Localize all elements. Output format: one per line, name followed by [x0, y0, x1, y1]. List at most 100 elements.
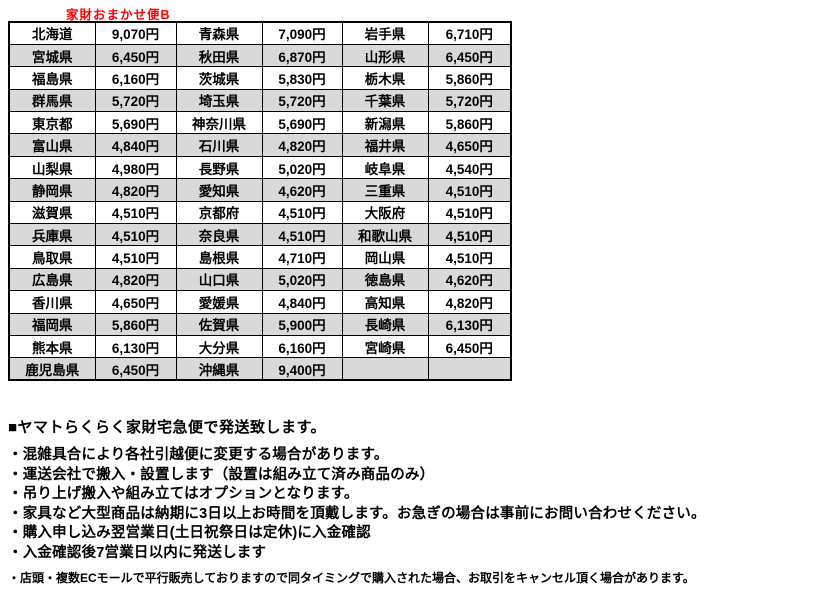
note-line: ・混雑具合により各社引越便に変更する場合があります。	[8, 447, 389, 463]
table-row: 福岡県 5,860円 佐賀県 5,900円 長崎県 6,130円	[8, 312, 512, 336]
price-cell: 5,690円	[261, 111, 343, 135]
table-row: 福島県 6,160円 茨城県 5,830円 栃木県 5,860円	[8, 66, 512, 90]
table-row: 熊本県 6,130円 大分県 6,160円 宮崎県 6,450円	[8, 334, 512, 359]
table-row: 兵庫県 4,510円 奈良県 4,510円 和歌山県 4,510円	[8, 223, 512, 247]
notes-footnote: ・店頭・複数ECモールで平行販売しておりますので同タイミングで購入された場合、お…	[8, 571, 695, 585]
prefecture-cell: 三重県	[341, 178, 429, 202]
prefecture-cell: 栃木県	[341, 66, 429, 90]
price-cell: 5,020円	[261, 267, 343, 292]
price-cell: 4,510円	[427, 223, 512, 247]
note-line: ・家具など大型商品は納期に3日以上お時間を頂戴します。お急ぎの場合は事前にお問い…	[8, 505, 706, 522]
table-row: 鳥取県 4,510円 島根県 4,710円 岡山県 4,510円	[8, 245, 512, 269]
price-cell: 4,510円	[427, 178, 512, 202]
price-cell: 6,710円	[427, 21, 512, 45]
shipping-fee-table: 北海道 9,070円 青森県 7,090円 岩手県 6,710円 宮城県 6,450円 秋田県 6…	[8, 21, 512, 382]
prefecture-cell: 愛媛県	[175, 290, 263, 314]
prefecture-cell: 愛知県	[175, 178, 263, 202]
price-cell: 4,510円	[427, 245, 512, 269]
price-cell: 5,860円	[427, 111, 512, 135]
notes-section: ■ヤマトらくらく家財宅急便で発送致します。 ・混雑具合により各社引越便に変更する…	[8, 416, 818, 586]
note-line: ・入金確認後7営業日以内に発送します	[8, 544, 267, 561]
price-cell: 5,830円	[261, 66, 343, 90]
prefecture-cell: 山梨県	[8, 155, 96, 180]
prefecture-cell: 鹿児島県	[8, 357, 96, 381]
prefecture-cell: 茨城県	[175, 66, 263, 90]
prefecture-cell: 熊本県	[8, 334, 96, 359]
table-title: 家財おまかせ便B	[66, 8, 171, 22]
price-cell: 6,450円	[427, 43, 512, 68]
prefecture-cell: 福井県	[341, 133, 429, 157]
price-cell: 5,860円	[94, 312, 177, 336]
price-cell: 4,540円	[427, 155, 512, 180]
price-cell: 4,510円	[94, 245, 177, 269]
prefecture-cell: 山口県	[175, 267, 263, 292]
notes-bullets: ・混雑具合により各社引越便に変更する場合があります。 ・運送会社で搬入・設置します…	[8, 446, 818, 563]
price-cell: 4,710円	[261, 245, 343, 269]
note-line: ・購入申し込み翌営業日(土日祝祭日は定休)に入金確認	[8, 525, 371, 541]
prefecture-cell: 石川県	[175, 133, 263, 157]
prefecture-cell: 奈良県	[175, 223, 263, 247]
price-cell: 4,620円	[427, 267, 512, 292]
table-row: 北海道 9,070円 青森県 7,090円 岩手県 6,710円	[8, 21, 512, 45]
prefecture-cell: 和歌山県	[341, 223, 429, 247]
prefecture-cell: 山形県	[341, 43, 429, 68]
prefecture-cell: 長野県	[175, 155, 263, 180]
fee-table-body: 北海道 9,070円 青森県 7,090円 岩手県 6,710円 宮城県 6,450円 秋田県 6…	[8, 21, 512, 381]
prefecture-cell: 静岡県	[8, 178, 96, 202]
price-cell: 5,720円	[427, 88, 512, 113]
prefecture-cell: 秋田県	[175, 43, 263, 68]
prefecture-cell: 神奈川県	[175, 111, 263, 135]
prefecture-cell: 千葉県	[341, 88, 429, 113]
prefecture-cell: 大阪府	[341, 200, 429, 225]
prefecture-cell: 北海道	[8, 21, 96, 45]
table-row: 群馬県 5,720円 埼玉県 5,720円 千葉県 5,720円	[8, 88, 512, 113]
prefecture-cell: 大分県	[175, 334, 263, 359]
table-row: 滋賀県 4,510円 京都府 4,510円 大阪府 4,510円	[8, 200, 512, 225]
prefecture-cell: 宮崎県	[341, 334, 429, 359]
prefecture-cell: 福岡県	[8, 312, 96, 336]
price-cell: 4,650円	[94, 290, 177, 314]
price-cell: 5,020円	[261, 155, 343, 180]
price-cell: 6,870円	[261, 43, 343, 68]
prefecture-cell: 青森県	[175, 21, 263, 45]
price-cell: 6,130円	[94, 334, 177, 359]
price-cell: 6,450円	[427, 334, 512, 359]
prefecture-cell: 京都府	[175, 200, 263, 225]
prefecture-cell: 新潟県	[341, 111, 429, 135]
prefecture-cell: 広島県	[8, 267, 96, 292]
table-row: 富山県 4,840円 石川県 4,820円 福井県 4,650円	[8, 133, 512, 157]
prefecture-cell: 島根県	[175, 245, 263, 269]
notes-header: ■ヤマトらくらく家財宅急便で発送致します。	[8, 419, 327, 436]
prefecture-cell: 長崎県	[341, 312, 429, 336]
prefecture-cell: 福島県	[8, 66, 96, 90]
price-cell: 5,720円	[261, 88, 343, 113]
prefecture-cell: 沖縄県	[175, 357, 263, 381]
prefecture-cell: 佐賀県	[175, 312, 263, 336]
price-cell: 4,510円	[261, 223, 343, 247]
price-cell: 5,900円	[261, 312, 343, 336]
table-row: 静岡県 4,820円 愛知県 4,620円 三重県 4,510円	[8, 178, 512, 202]
prefecture-cell: 鳥取県	[8, 245, 96, 269]
table-row: 山梨県 4,980円 長野県 5,020円 岐阜県 4,540円	[8, 155, 512, 180]
price-cell: 6,450円	[94, 357, 177, 381]
table-row: 香川県 4,650円 愛媛県 4,840円 高知県 4,820円	[8, 290, 512, 314]
prefecture-cell: 徳島県	[341, 267, 429, 292]
prefecture-cell: 富山県	[8, 133, 96, 157]
price-cell: 4,820円	[427, 290, 512, 314]
price-cell: 4,510円	[94, 223, 177, 247]
prefecture-cell: 宮城県	[8, 43, 96, 68]
price-cell: 6,450円	[94, 43, 177, 68]
price-cell: 7,090円	[261, 21, 343, 45]
prefecture-cell: 滋賀県	[8, 200, 96, 225]
price-cell: 4,620円	[261, 178, 343, 202]
prefecture-cell: 埼玉県	[175, 88, 263, 113]
price-cell: 5,860円	[427, 66, 512, 90]
price-cell: 6,160円	[261, 334, 343, 359]
table-row: 東京都 5,690円 神奈川県 5,690円 新潟県 5,860円	[8, 111, 512, 135]
table-row: 広島県 4,820円 山口県 5,020円 徳島県 4,620円	[8, 267, 512, 292]
prefecture-cell: 東京都	[8, 111, 96, 135]
table-row: 鹿児島県 6,450円 沖縄県 9,400円	[8, 357, 512, 381]
price-cell: 4,510円	[94, 200, 177, 225]
price-cell: 4,820円	[94, 178, 177, 202]
price-cell: 5,690円	[94, 111, 177, 135]
